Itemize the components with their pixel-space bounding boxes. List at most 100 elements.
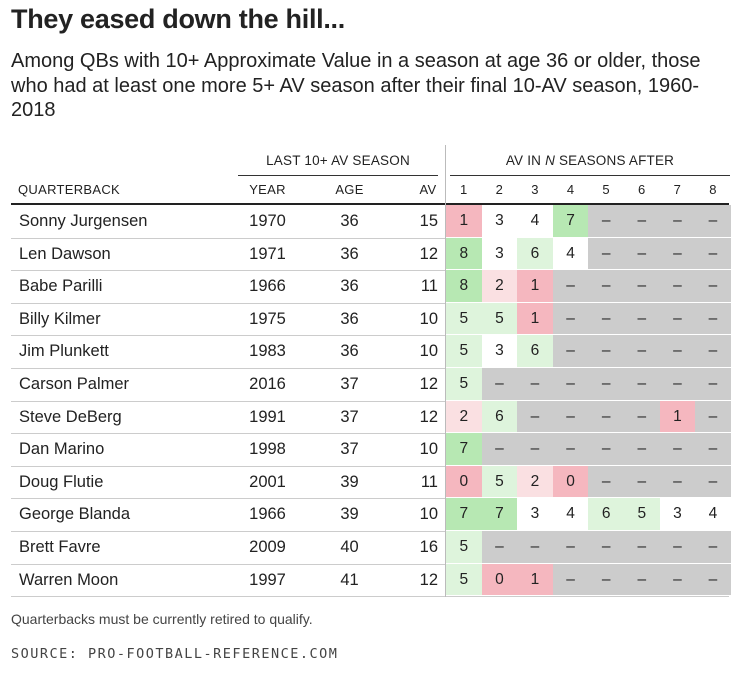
season-after-cell: – (624, 531, 660, 563)
year-cell: 1966 (249, 505, 286, 524)
year-cell: 1971 (249, 244, 286, 263)
season-after-cell: 6 (517, 237, 553, 270)
table-row: Len Dawson 1971 36 12 8 3 6 4– – – – (11, 237, 731, 272)
season-after-cell: – (659, 465, 696, 498)
table-row: Jim Plunkett 1983 36 10 5 3 6– – – – – (11, 335, 731, 369)
age-cell: 37 (340, 407, 359, 426)
season-after-cell: – (624, 205, 660, 237)
season-after-cell: 4 (552, 237, 589, 270)
quarterback-name: Warren Moon (19, 570, 119, 589)
season-after-cell: – (588, 465, 624, 498)
season-after-cell: 7 (552, 205, 589, 237)
season-after-cell: – (659, 335, 696, 367)
table-row: Babe Parilli 1966 36 11 8 2 1– – – – – (11, 270, 731, 304)
season-after-cell: – (517, 433, 553, 465)
age-cell: 37 (340, 440, 359, 459)
season-after-cell: – (588, 531, 624, 563)
quarterback-name: Brett Favre (19, 538, 101, 556)
season-after-cell: 1 (446, 205, 482, 237)
quarterback-name: Sonny Jurgensen (19, 212, 148, 230)
av-cell: 16 (419, 538, 438, 556)
season-after-cell: – (695, 302, 731, 335)
table-row: Carson Palmer 2016 37 12 5– – – – – – – (11, 368, 731, 402)
season-after-cell: – (552, 368, 589, 400)
year-cell: 2009 (249, 538, 286, 556)
av-cell: 12 (419, 244, 438, 263)
season-after-cell: – (624, 335, 660, 367)
season-after-cell: 5 (446, 563, 482, 596)
col-head-after-5: 5 (602, 182, 610, 197)
season-after-cell: – (588, 433, 624, 465)
year-cell: 1997 (249, 570, 286, 589)
av-cell: 11 (420, 472, 438, 491)
av-cell: 10 (419, 342, 438, 361)
season-after-cell: 3 (481, 205, 518, 237)
season-after-cell: 5 (481, 302, 518, 335)
season-after-cell: – (552, 433, 589, 465)
season-after-cell: – (695, 270, 731, 302)
season-after-cell: – (695, 400, 731, 433)
season-after-cell: – (552, 400, 589, 433)
age-cell: 37 (340, 375, 359, 393)
season-after-cell: – (624, 400, 660, 433)
season-after-cell: – (659, 205, 696, 237)
season-after-cell: 1 (517, 563, 553, 596)
season-after-cell: – (624, 237, 660, 270)
group-header-after-suffix: SEASONS AFTER (555, 153, 675, 168)
season-after-cell: – (588, 205, 624, 237)
col-head-year: YEAR (249, 182, 286, 197)
group-rule-seasons-after (450, 175, 730, 176)
group-header-after-prefix: AV IN (505, 153, 546, 168)
age-cell: 41 (340, 570, 359, 589)
year-cell: 1975 (249, 309, 286, 328)
season-after-cell: 2 (446, 400, 482, 433)
season-after-cell: 2 (517, 465, 553, 498)
table-row: Brett Favre 2009 40 16 5– – – – – – – (11, 531, 731, 565)
season-after-cell: – (659, 237, 696, 270)
season-after-cell: 5 (624, 498, 660, 530)
av-cell: 12 (419, 407, 438, 426)
table-row: George Blanda 1966 39 10 7 7 3 4 6 5 3 4 (11, 498, 731, 532)
col-head-after-8: 8 (709, 182, 717, 197)
season-after-cell: – (588, 237, 624, 270)
season-after-cell: – (624, 465, 660, 498)
season-after-cell: 5 (481, 465, 518, 498)
table-row: Doug Flutie 2001 39 11 0 5 2 0– – – – (11, 465, 731, 500)
av-cell: 10 (419, 309, 438, 328)
col-head-after-4: 4 (566, 182, 575, 197)
season-after-cell: – (517, 400, 553, 433)
col-head-after-3: 3 (531, 182, 539, 197)
season-after-cell: – (695, 563, 731, 596)
season-after-cell: 0 (552, 465, 589, 498)
season-after-cell: – (695, 335, 731, 367)
season-after-cell: 8 (446, 237, 482, 270)
season-after-cell: – (481, 433, 518, 465)
season-after-cell: – (588, 368, 624, 400)
season-after-cell: – (624, 302, 660, 335)
column-divider (445, 145, 446, 597)
season-after-cell: – (588, 335, 624, 367)
footnote: Quarterbacks must be currently retired t… (11, 611, 313, 627)
season-after-cell: 5 (446, 335, 482, 367)
age-cell: 39 (340, 472, 359, 491)
season-after-cell: – (481, 368, 518, 400)
season-after-cell: – (552, 270, 589, 302)
season-after-cell: – (695, 205, 731, 237)
season-after-cell: 7 (446, 433, 482, 465)
season-after-cell: – (659, 270, 696, 302)
season-after-cell: 4 (517, 205, 553, 237)
year-cell: 1966 (249, 277, 286, 296)
table-row: Dan Marino 1998 37 10 7– – – – – – – (11, 433, 731, 467)
year-cell: 1991 (249, 407, 286, 426)
season-after-cell: 3 (481, 335, 518, 367)
av-cell: 11 (420, 277, 438, 296)
col-head-quarterback: QUARTERBACK (18, 182, 121, 197)
table-row: Sonny Jurgensen 1970 36 15 1 3 4 7– – – – (11, 205, 731, 239)
season-after-cell: 4 (552, 498, 589, 530)
year-cell: 1998 (249, 440, 286, 459)
season-after-cell: 1 (517, 270, 553, 302)
season-after-cell: – (552, 563, 589, 596)
table-row: Warren Moon 1997 41 12 5 0 1– – – – – (11, 563, 731, 598)
season-after-cell: 1 (517, 302, 553, 335)
season-after-cell: – (624, 563, 660, 596)
